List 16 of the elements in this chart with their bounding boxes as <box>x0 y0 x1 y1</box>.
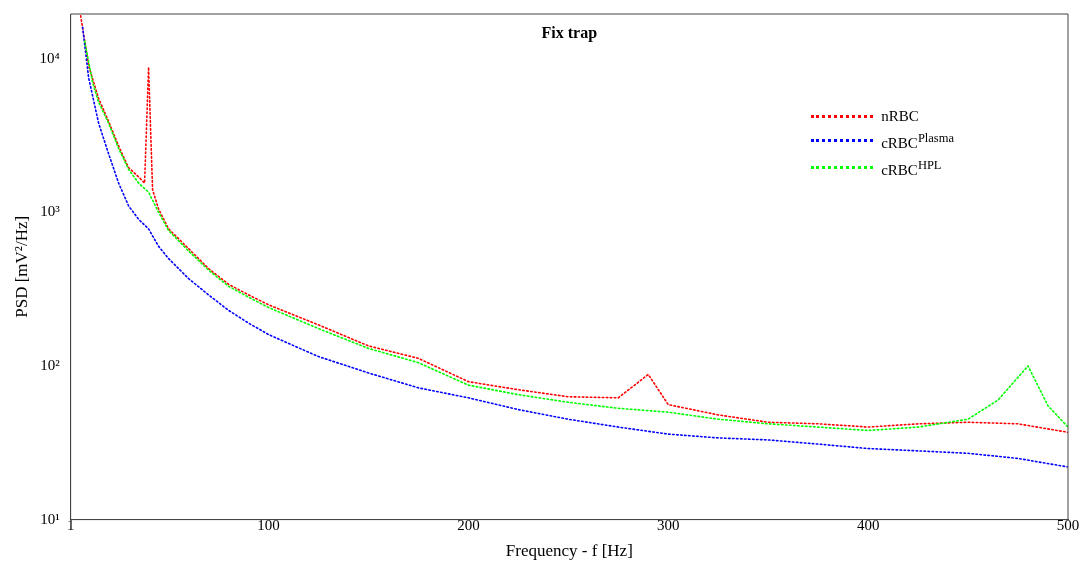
x-tick-label: 500 <box>1056 516 1080 533</box>
legend-label: cRBC$^{Plasma}$ <box>881 130 954 153</box>
legend-label: cRBC$^{HPL}$ <box>881 157 942 180</box>
text: Fix trap <box>541 24 598 43</box>
legend-label: nRBC <box>881 107 919 126</box>
x-tick-label: 100 <box>257 516 280 533</box>
x-tick-label: 200 <box>457 516 480 533</box>
y-tick-label: 10⁴ <box>39 49 60 66</box>
y-tick-label: 10¹ <box>40 510 60 527</box>
x-axis-title: Frequency - f [Hz] <box>505 541 633 561</box>
y-axis-title: PSD [mV²/Hz] <box>11 215 31 318</box>
y-tick-label: 10³ <box>40 203 61 220</box>
x-tick-label: 1 <box>66 516 75 533</box>
y-tick-label: 10² <box>40 356 61 373</box>
x-tick-label: 300 <box>657 516 680 533</box>
x-tick-label: 400 <box>856 516 880 533</box>
